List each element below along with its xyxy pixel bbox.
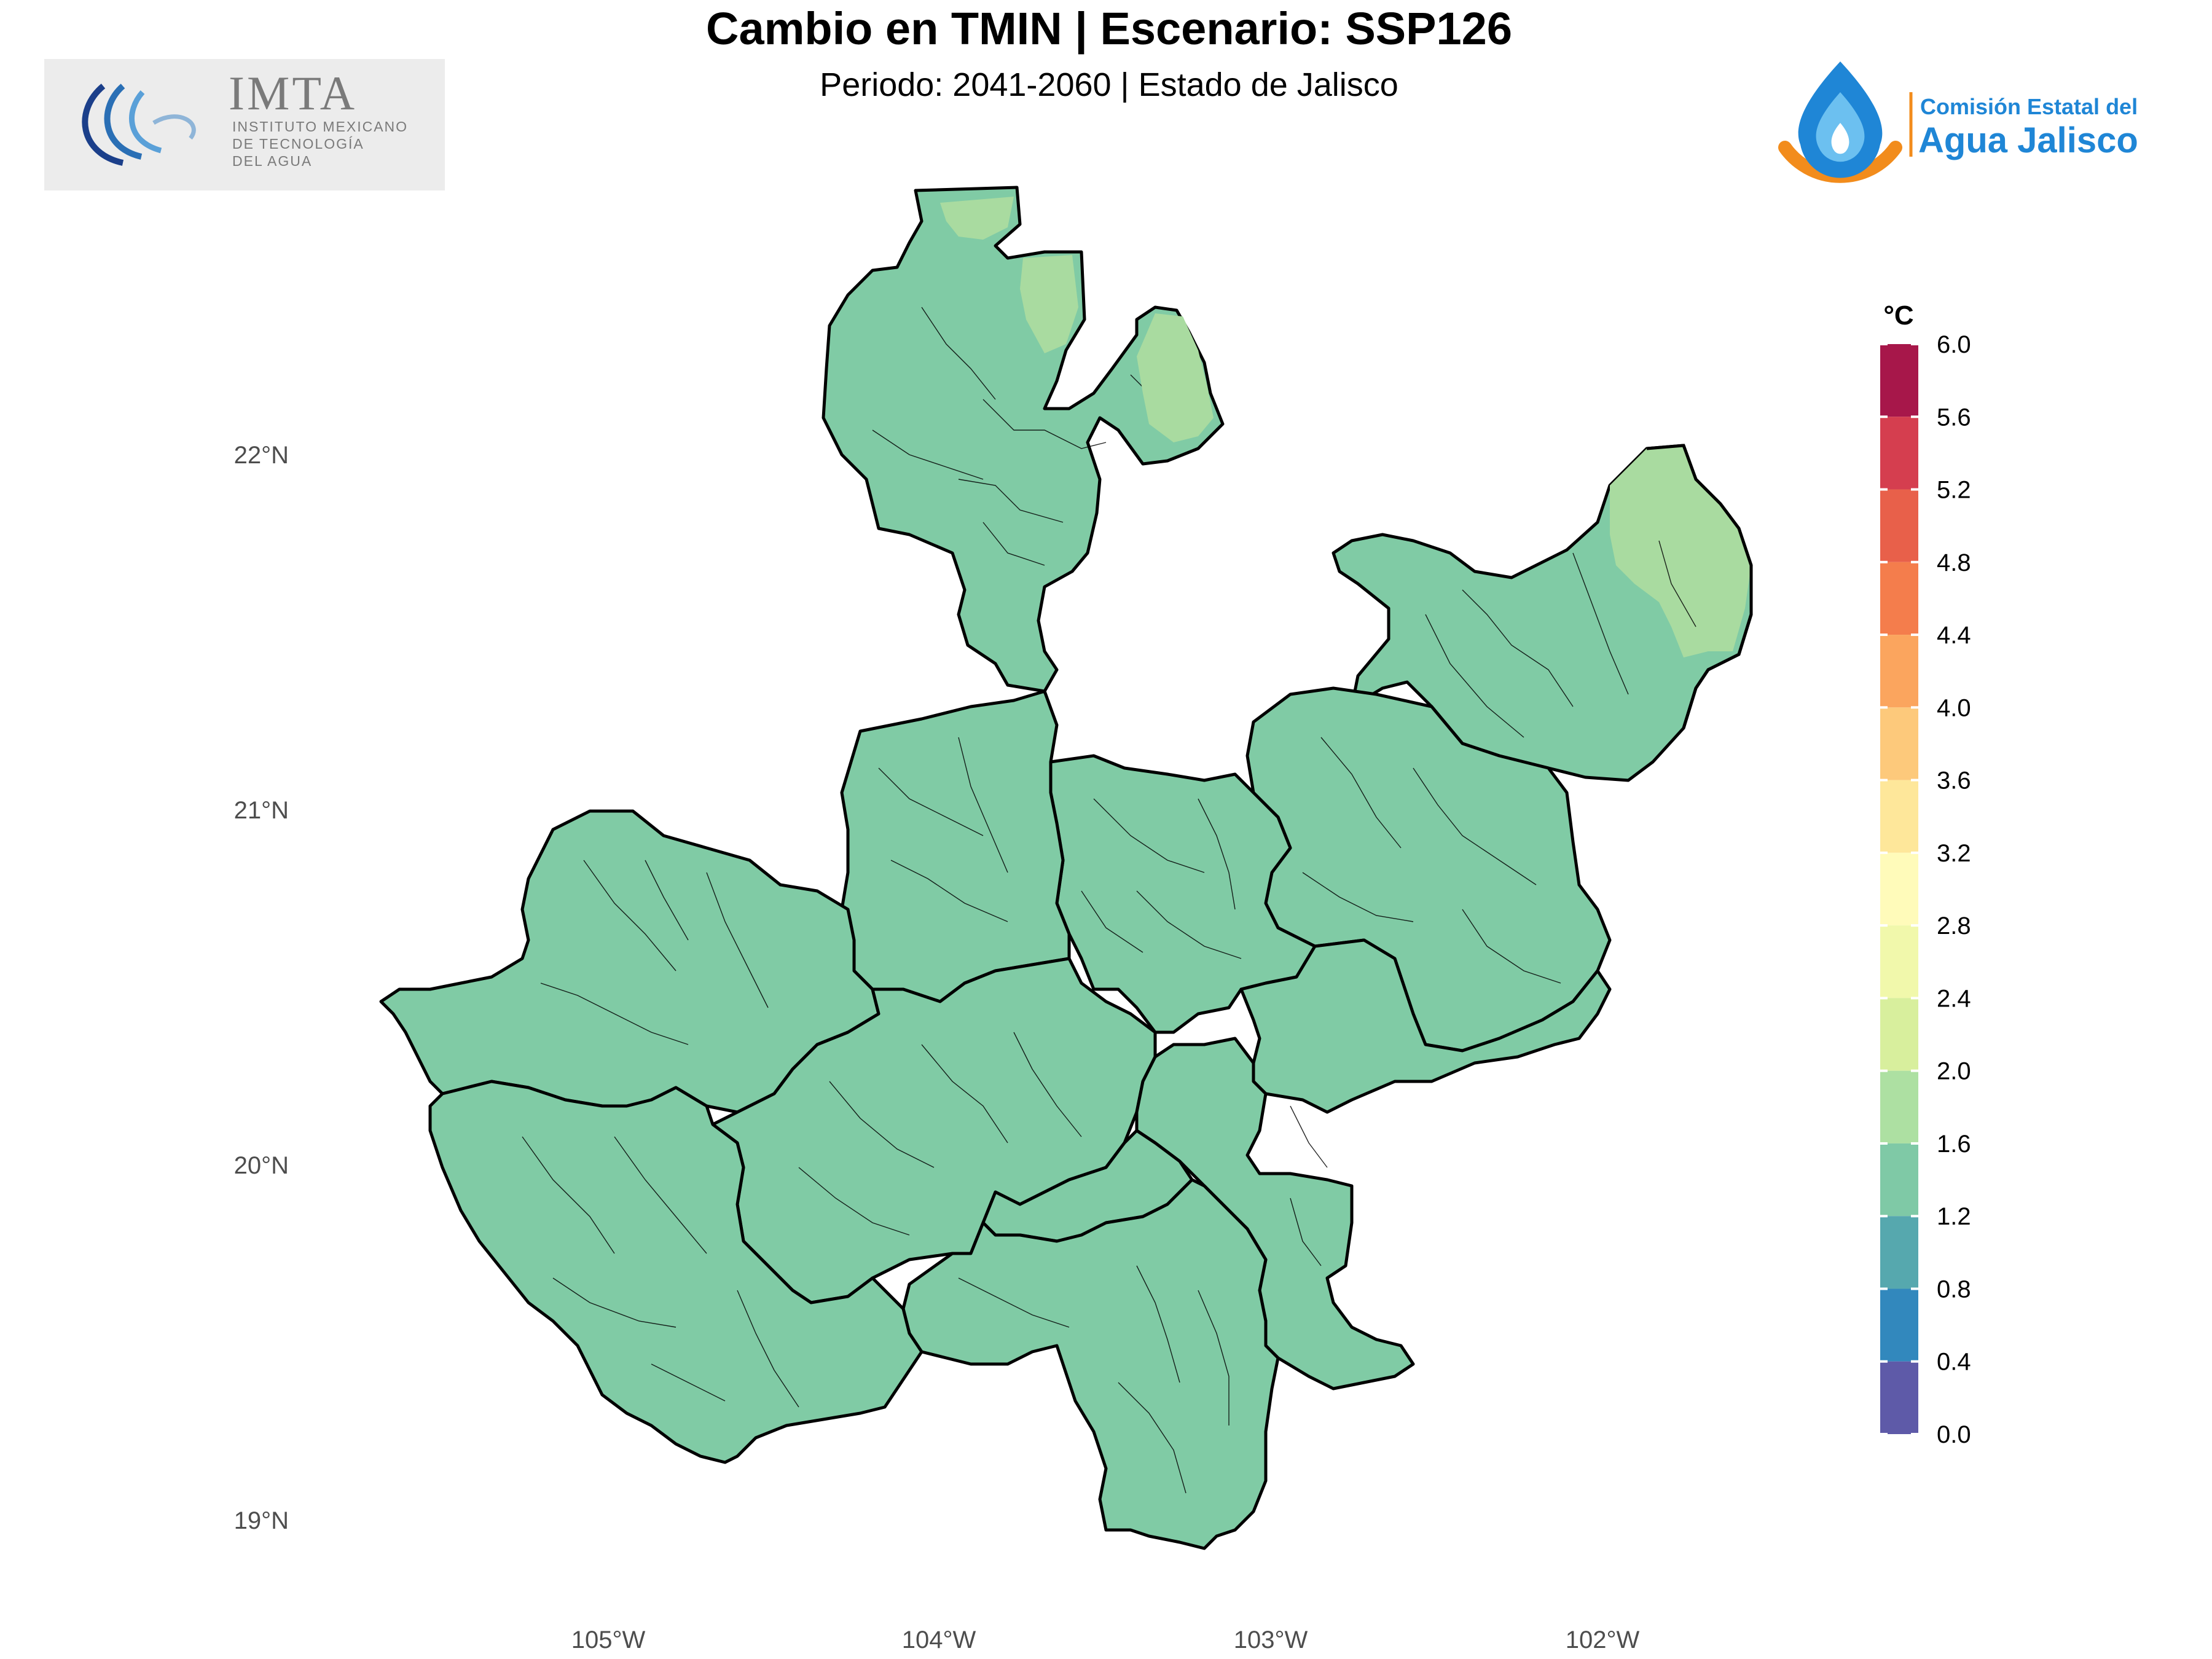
colorbar-ticks: 6.0 5.6 5.2 4.8 4.4 4.0 3.6 3.2 2.8 2.4 2.0 1.6 1.2 0…: [1880, 331, 1971, 1448]
colorbar-segment: [1880, 489, 1918, 562]
municipal-boundaries: [522, 307, 1696, 1494]
lon-label-103: 103°W: [1234, 1626, 1308, 1653]
colorbar-tick-label: 4.4: [1937, 622, 1971, 649]
colorbar-tick-label: 4.8: [1937, 549, 1971, 576]
region-norte: [822, 186, 1225, 693]
colorbar-tick-label: 5.6: [1937, 404, 1971, 431]
region-valles-norte: [840, 689, 1071, 1003]
jalisco-map: [379, 186, 1753, 1550]
lon-label-105: 105°W: [571, 1626, 646, 1653]
colorbar-tick-label: 1.6: [1937, 1131, 1971, 1158]
lat-label-19: 19°N: [234, 1507, 289, 1534]
colorbar-tick-label: 5.2: [1937, 477, 1971, 504]
colorbar-tick-label: 2.4: [1937, 985, 1971, 1012]
colorbar-tick-label: 0.8: [1937, 1276, 1971, 1303]
north-warm-patch-3: [1137, 313, 1214, 442]
colorbar-segment: [1880, 1070, 1918, 1143]
region-costa-sur: [428, 1080, 924, 1464]
colorbar-segment: [1880, 562, 1918, 635]
region-altos-norte-warm: [1610, 445, 1751, 657]
colorbar-tick-label: 6.0: [1937, 331, 1971, 358]
north-warm-patch-2: [1020, 255, 1078, 353]
colorbar-segment: [1880, 707, 1918, 780]
colorbar-title: °C: [1883, 300, 1913, 331]
lon-label-104: 104°W: [902, 1626, 976, 1653]
cea-logo-line2: Agua Jalisco: [1918, 120, 2138, 160]
colorbar-tick-label: 4.0: [1937, 694, 1971, 721]
lat-label-22: 22°N: [234, 442, 289, 469]
colorbar-segment: [1880, 1143, 1918, 1217]
imta-logo-line2: DE TECNOLOGÍA: [232, 136, 364, 152]
colorbar-segment: [1880, 1361, 1918, 1434]
cea-logo: Comisión Estatal del Agua Jalisco: [1778, 61, 2138, 183]
imta-logo-name: IMTA: [229, 66, 357, 120]
colorbar-segment: [1880, 1216, 1918, 1289]
colorbar-segment: [1880, 344, 1918, 417]
region-sur: [901, 1178, 1280, 1550]
imta-logo-line1: INSTITUTO MEXICANO: [232, 119, 408, 135]
lat-label-20: 20°N: [234, 1152, 289, 1179]
colorbar-tick-label: 3.6: [1937, 767, 1971, 794]
colorbar-segment: [1880, 780, 1918, 853]
colorbar-tick-label: 0.0: [1937, 1421, 1971, 1448]
north-warm-patch-1: [940, 197, 1014, 240]
colorbar-segment: [1880, 925, 1918, 998]
colorbar: °C 6.0 5.6 5.2 4.8 4.4 4.0 3.6 3.2 2.8 2.4 2.0 1.6 1…: [1880, 300, 1971, 1448]
lon-label-102: 102°W: [1566, 1626, 1640, 1653]
imta-logo: IMTA INSTITUTO MEXICANO DE TECNOLOGÍA DE…: [44, 59, 445, 190]
colorbar-segment: [1880, 852, 1918, 926]
imta-logo-line3: DEL AGUA: [232, 153, 312, 169]
colorbar-segment: [1880, 635, 1918, 708]
map-subtitle: Periodo: 2041-2060 | Estado de Jalisco: [820, 66, 1398, 103]
colorbar-segment: [1880, 417, 1918, 490]
map-title: Cambio en TMIN | Escenario: SSP126: [706, 3, 1512, 55]
colorbar-tick-label: 0.4: [1937, 1349, 1971, 1376]
cea-logo-line1: Comisión Estatal del: [1920, 94, 2138, 119]
colorbar-tick-label: 2.8: [1937, 912, 1971, 939]
colorbar-segments: [1880, 344, 1918, 1434]
colorbar-tick-label: 3.2: [1937, 840, 1971, 867]
lat-label-21: 21°N: [234, 797, 289, 824]
colorbar-segment: [1880, 1288, 1918, 1362]
colorbar-tick-label: 2.0: [1937, 1058, 1971, 1085]
colorbar-tick-label: 1.2: [1937, 1203, 1971, 1230]
colorbar-segment: [1880, 998, 1918, 1071]
